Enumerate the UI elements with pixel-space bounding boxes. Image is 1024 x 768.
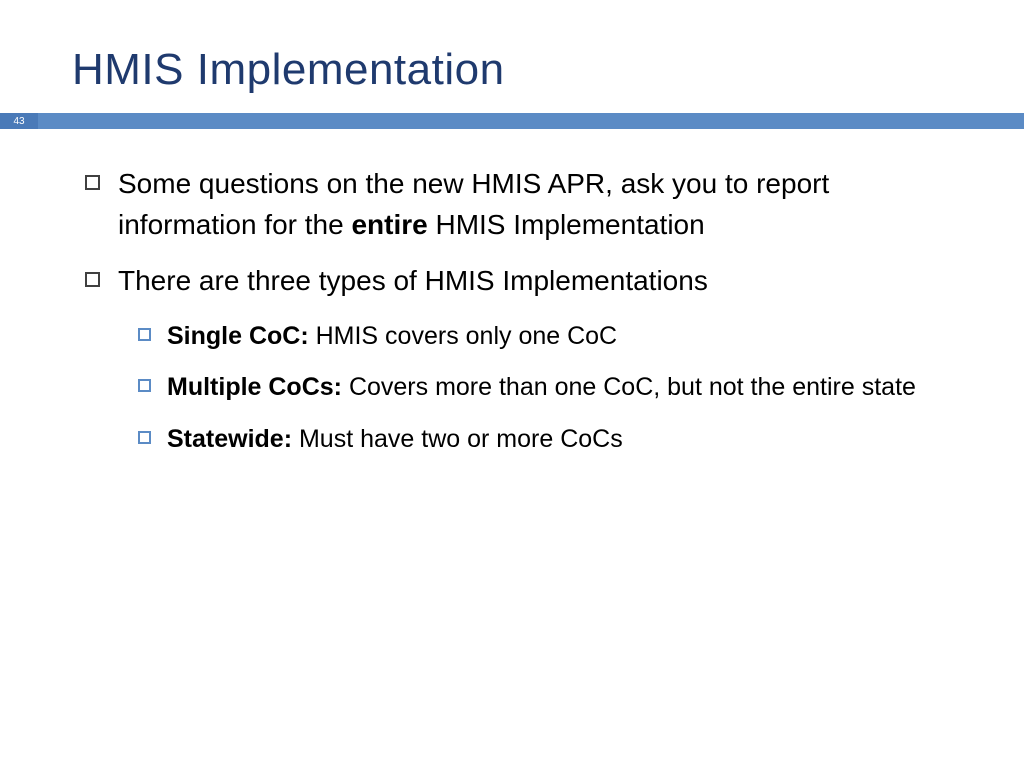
bullet-square-icon — [85, 272, 100, 287]
bullet-text: Some questions on the new HMIS APR, ask … — [118, 164, 964, 245]
bullets-container: Some questions on the new HMIS APR, ask … — [85, 164, 964, 458]
text-bold: Statewide: — [167, 425, 299, 453]
sub-bullet-text: Multiple CoCs: Covers more than one CoC,… — [167, 369, 916, 407]
bullet-text: There are three types of HMIS Implementa… — [118, 261, 708, 302]
sub-bullet-text: Single CoC: HMIS covers only one CoC — [167, 318, 617, 356]
sub-bullet-list: Single CoC: HMIS covers only one CoC Mult… — [85, 318, 964, 459]
text-span: HMIS Implementation — [428, 209, 705, 240]
bullet-square-icon — [85, 175, 100, 190]
text-bold: Multiple CoCs: — [167, 373, 349, 401]
text-span: HMIS covers only one CoC — [316, 322, 618, 350]
text-span: Covers more than one CoC, but not the en… — [349, 373, 916, 401]
sub-bullet-text: Statewide: Must have two or more CoCs — [167, 421, 623, 459]
sub-bullet-item: Single CoC: HMIS covers only one CoC — [138, 318, 964, 356]
text-bold: Single CoC: — [167, 322, 316, 350]
sub-bullet-square-icon — [138, 379, 151, 392]
text-span: There are three types of HMIS Implementa… — [118, 265, 708, 296]
divider-bar: 43 — [0, 113, 1024, 129]
sub-bullet-square-icon — [138, 431, 151, 444]
bullet-item: There are three types of HMIS Implementa… — [85, 261, 964, 302]
sub-bullet-square-icon — [138, 328, 151, 341]
page-number: 43 — [0, 113, 38, 129]
bullet-item: Some questions on the new HMIS APR, ask … — [85, 164, 964, 245]
sub-bullet-item: Statewide: Must have two or more CoCs — [138, 421, 964, 459]
text-span: Must have two or more CoCs — [299, 425, 623, 453]
sub-bullet-item: Multiple CoCs: Covers more than one CoC,… — [138, 369, 964, 407]
slide-title: HMIS Implementation — [0, 0, 1024, 113]
text-bold: entire — [351, 209, 427, 240]
content-area: Some questions on the new HMIS APR, ask … — [0, 129, 1024, 458]
